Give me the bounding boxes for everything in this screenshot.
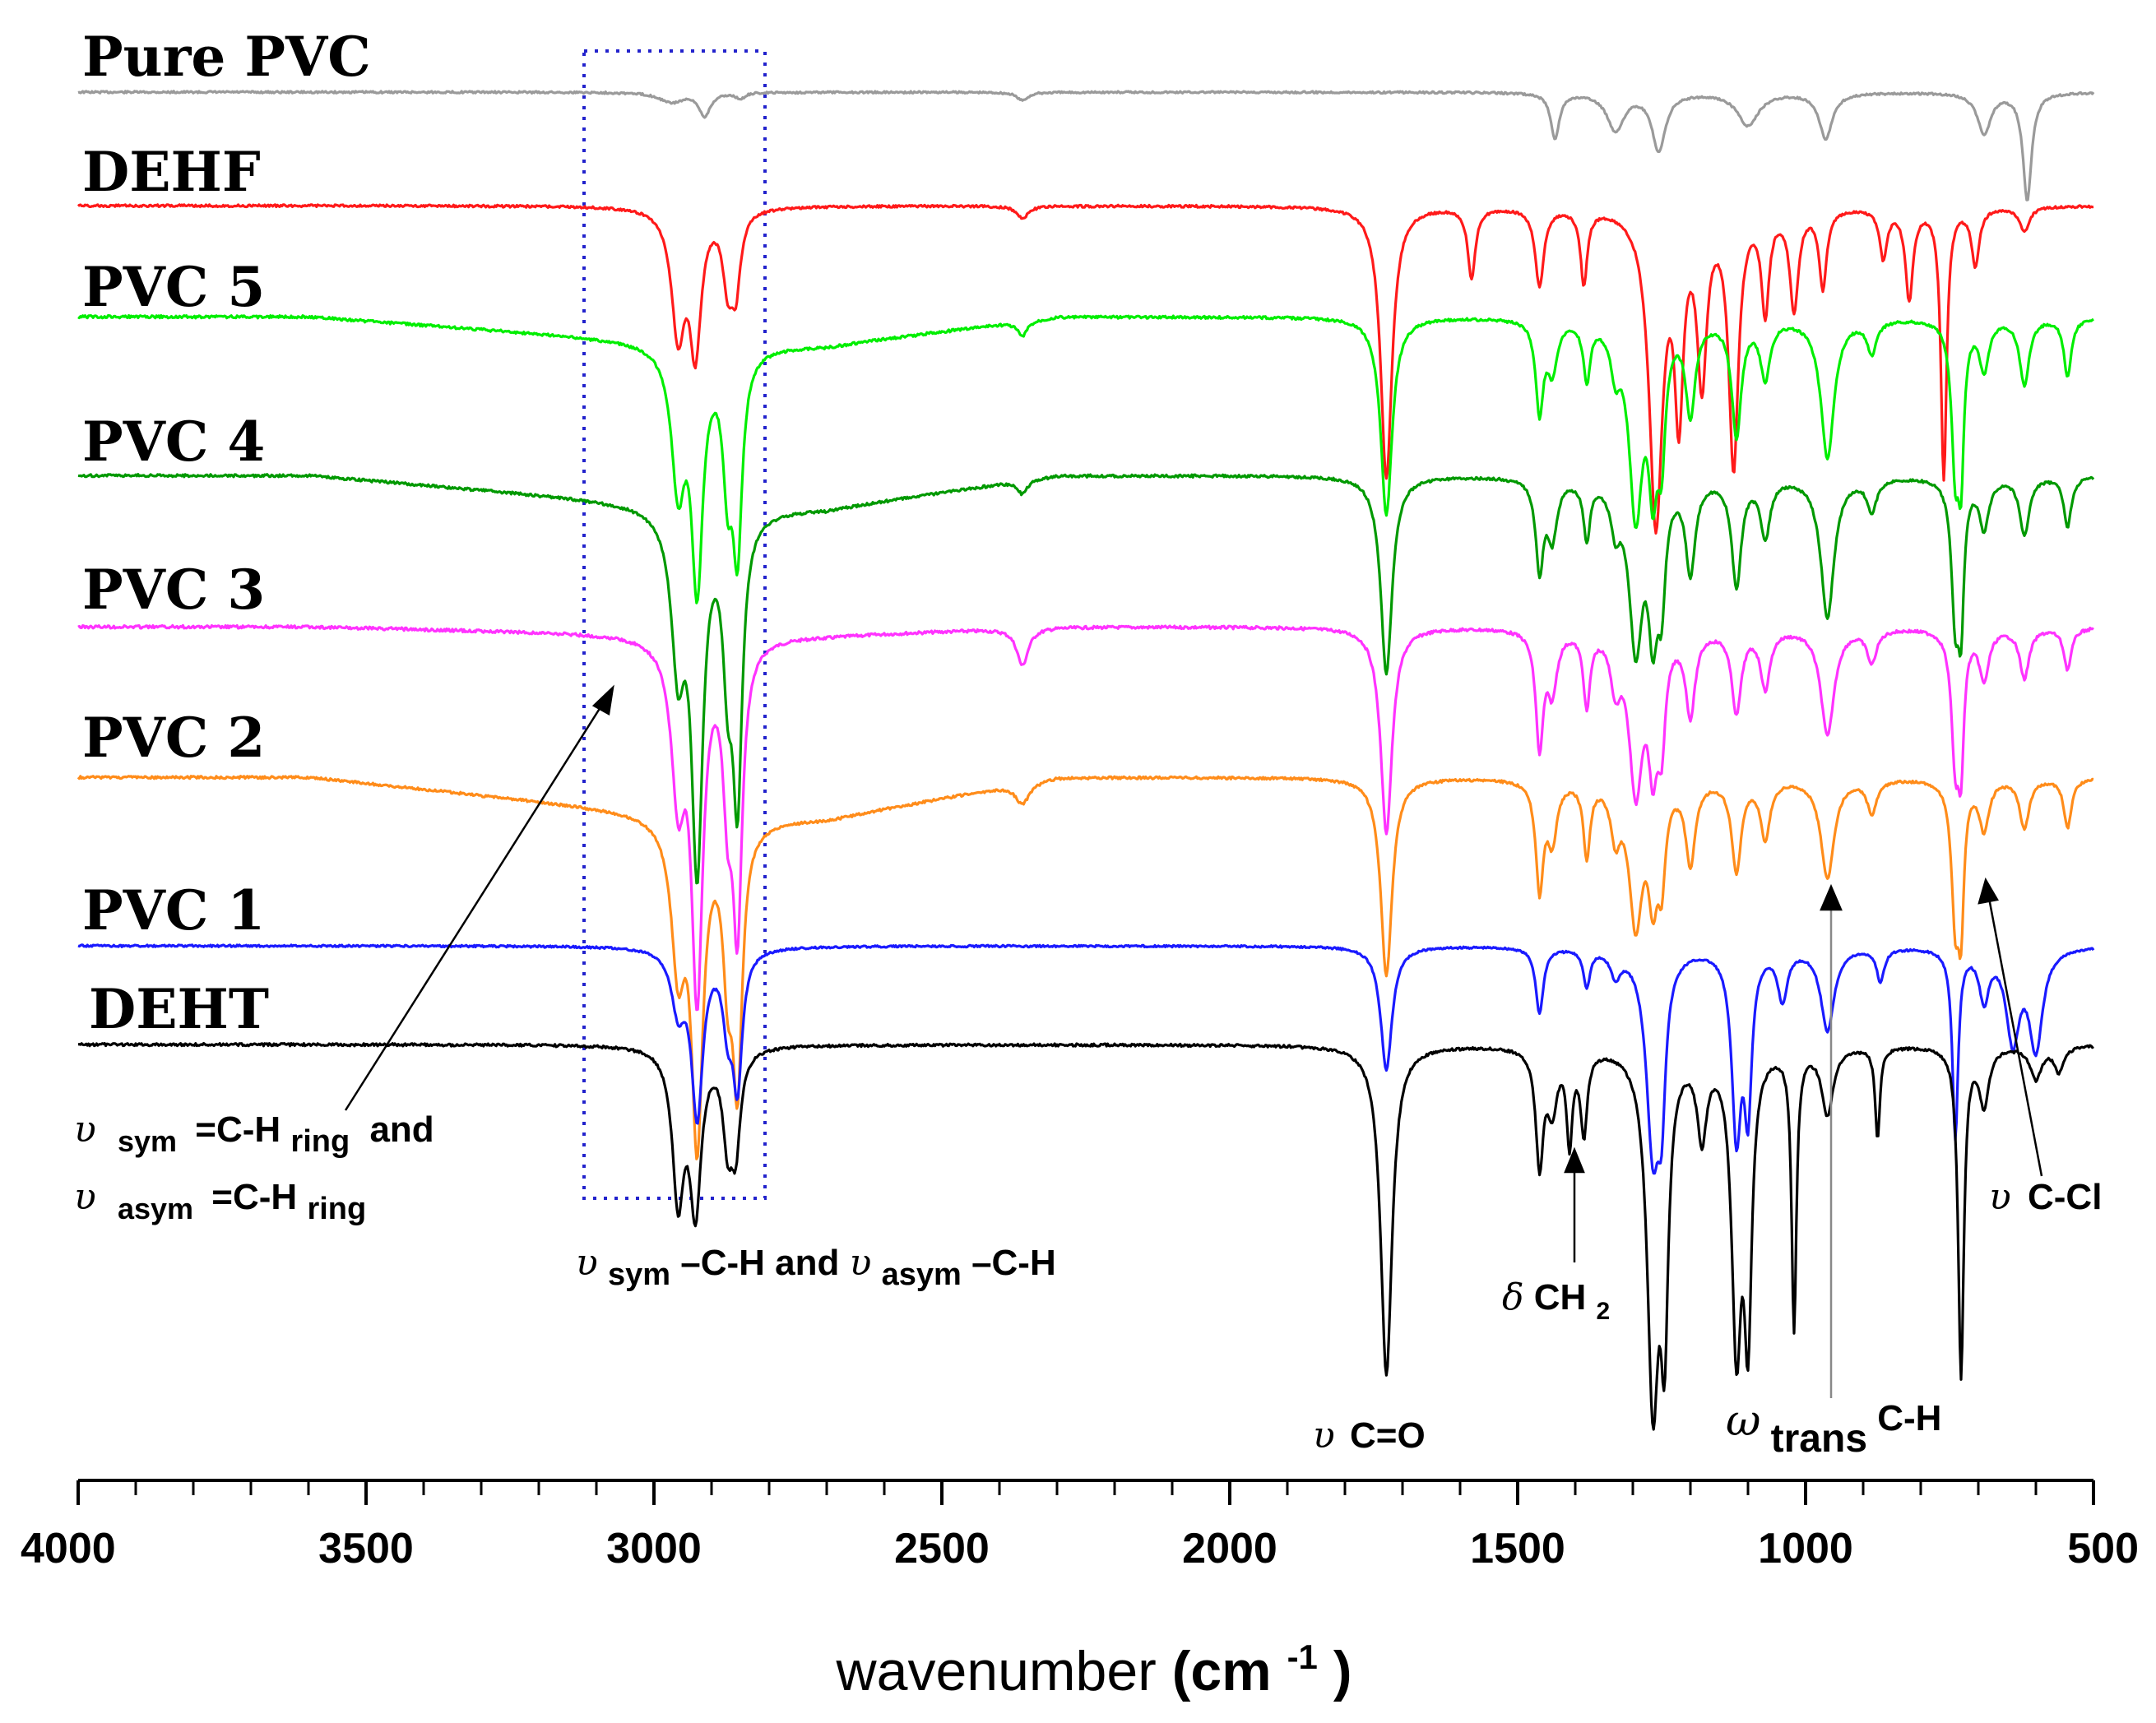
series-label-pvc-2: PVC 2 <box>82 706 265 770</box>
trace-pvc-2 <box>77 775 2094 1160</box>
annotation-arrows <box>344 684 2043 1398</box>
series-label-pure-pvc: Pure PVC <box>82 25 371 89</box>
x-axis: 4000 3500 3000 2500 2000 1500 1000 500 <box>21 1479 2139 1572</box>
x-tick-label: 2500 <box>894 1525 990 1572</box>
arrow-ccl-line <box>1987 897 2043 1177</box>
annot-co: υ C=O <box>1313 1415 1426 1457</box>
annot-omega: ω trans C-H <box>1726 1396 1941 1461</box>
series-label-pvc-1: PVC 1 <box>82 878 265 943</box>
trace-dehf <box>77 203 2094 535</box>
trace-pure-pvc <box>77 90 2095 201</box>
arrow-ch2-head <box>1564 1146 1585 1174</box>
arrow-ccl-head <box>1977 877 1999 905</box>
annot-ring-line1: υ sym =C-H ring and <box>74 1109 434 1160</box>
series-label-pvc-3: PVC 3 <box>82 558 265 622</box>
series-label-pvc-4: PVC 4 <box>82 410 265 474</box>
annot-ch2: δ CH 2 <box>1502 1276 1610 1325</box>
x-axis-title: wavenumber (cm -1 ) <box>836 1619 1352 1702</box>
annotations: υ sym =C-H ring and υ asym =C-H ring υ s… <box>74 1109 2102 1461</box>
trace-deht <box>77 1042 2094 1431</box>
annot-ccl: υ C-Cl <box>1989 1176 2102 1218</box>
series-label-dehf: DEHF <box>82 140 261 204</box>
arrow-omega-head <box>1820 883 1843 911</box>
trace-pvc-5 <box>77 314 2094 604</box>
series-label-pvc-5: PVC 5 <box>82 255 265 319</box>
series-labels: Pure PVC DEHF PVC 5 PVC 4 PVC 3 PVC 2 PV… <box>82 25 371 1041</box>
x-tick-label: 3000 <box>606 1525 702 1572</box>
x-tick-label: 500 <box>2067 1525 2139 1572</box>
x-tick-label: 4000 <box>21 1525 116 1572</box>
x-tick-label: 2000 <box>1182 1525 1277 1572</box>
arrow-ring-line <box>344 700 606 1111</box>
series-label-deht: DEHT <box>89 977 269 1041</box>
trace-pvc-3 <box>77 623 2094 1012</box>
annot-ch-stretch: υ sym –C-H and υ asym –C-H <box>576 1242 1056 1293</box>
x-tick-label: 3500 <box>318 1525 414 1572</box>
x-tick-label: 1500 <box>1470 1525 1565 1572</box>
trace-pvc-1 <box>77 943 2095 1175</box>
arrow-ring-head <box>591 684 614 716</box>
x-tick-label: 1000 <box>1758 1525 1853 1572</box>
trace-pvc-4 <box>77 473 2095 885</box>
annot-ring-line2: υ asym =C-H ring <box>74 1176 366 1227</box>
traces <box>77 90 2095 1431</box>
highlight-box <box>582 49 767 1200</box>
